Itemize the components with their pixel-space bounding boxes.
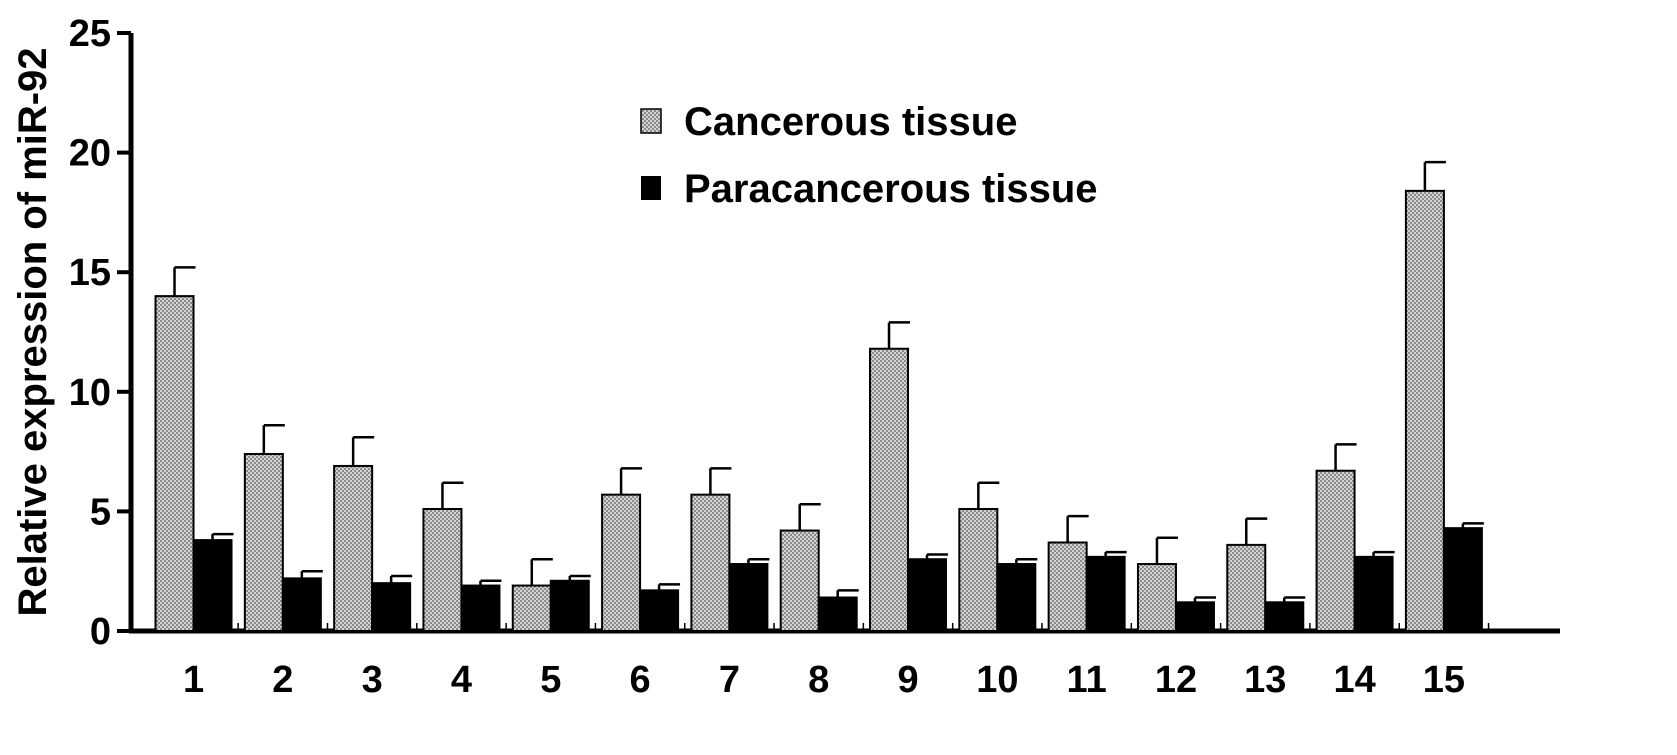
bar-paracancerous	[817, 596, 858, 633]
bar-cancerous	[958, 508, 999, 632]
bar-paracancerous	[1264, 601, 1305, 633]
x-tick-label: 15	[1423, 659, 1465, 701]
bar-paracancerous	[192, 539, 233, 632]
legend-label-cancerous: Cancerous tissue	[684, 100, 1017, 144]
y-tick-label: 0	[90, 611, 111, 653]
bar-paracancerous	[1174, 601, 1215, 633]
bar-paracancerous	[996, 563, 1037, 632]
y-tick-label: 10	[69, 372, 111, 414]
bar-cancerous	[690, 493, 731, 632]
x-tick-label: 12	[1155, 659, 1197, 701]
y-tick-label: 5	[90, 491, 111, 533]
bar-cancerous	[779, 529, 820, 633]
bar-cancerous	[601, 493, 642, 632]
legend-label-paracancerous: Paracancerous tissue	[684, 167, 1098, 211]
bar-paracancerous	[907, 558, 948, 632]
x-tick-label: 1	[183, 659, 204, 701]
x-tick-label: 9	[897, 659, 918, 701]
legend-swatch-paracancerous	[641, 176, 661, 200]
x-tick-label: 10	[976, 659, 1018, 701]
bar-cancerous	[1226, 543, 1267, 632]
bar-cancerous	[1047, 541, 1088, 632]
y-tick-label: 20	[69, 133, 111, 175]
bar-cancerous	[1136, 563, 1177, 632]
bar-paracancerous	[639, 589, 680, 632]
x-tick-label: 3	[362, 659, 383, 701]
bar-cancerous	[422, 508, 463, 632]
x-tick-label: 14	[1333, 659, 1375, 701]
bar-paracancerous	[1353, 555, 1394, 633]
bar-cancerous	[1404, 189, 1445, 632]
bar-cancerous	[154, 295, 195, 632]
bar-paracancerous	[460, 584, 501, 632]
x-tick-label: 6	[630, 659, 651, 701]
x-tick-label: 8	[808, 659, 829, 701]
bar-paracancerous	[549, 579, 590, 633]
bar-cancerous	[333, 464, 374, 632]
y-tick-label: 25	[69, 13, 111, 55]
bar-paracancerous	[728, 563, 769, 632]
x-tick-label: 2	[272, 659, 293, 701]
bar-cancerous	[869, 347, 910, 632]
legend-swatch-cancerous	[640, 108, 662, 134]
x-tick-label: 7	[719, 659, 740, 701]
bar-paracancerous	[371, 582, 412, 632]
y-tick-label: 15	[69, 252, 111, 294]
x-tick-label: 5	[540, 659, 561, 701]
bar-paracancerous	[1085, 555, 1126, 633]
legend: Cancerous tissue Paracancerous tissue	[640, 100, 1098, 211]
x-tick-label: 4	[451, 659, 472, 701]
bar-paracancerous	[281, 577, 322, 632]
y-axis-label: Relative expression of miR-92	[11, 47, 55, 616]
bar-cancerous	[511, 584, 552, 632]
bar-cancerous	[1315, 469, 1356, 632]
bar-cancerous	[243, 452, 284, 632]
x-tick-label: 13	[1244, 659, 1286, 701]
bar-paracancerous	[1442, 527, 1483, 632]
x-tick-label: 11	[1067, 659, 1107, 701]
